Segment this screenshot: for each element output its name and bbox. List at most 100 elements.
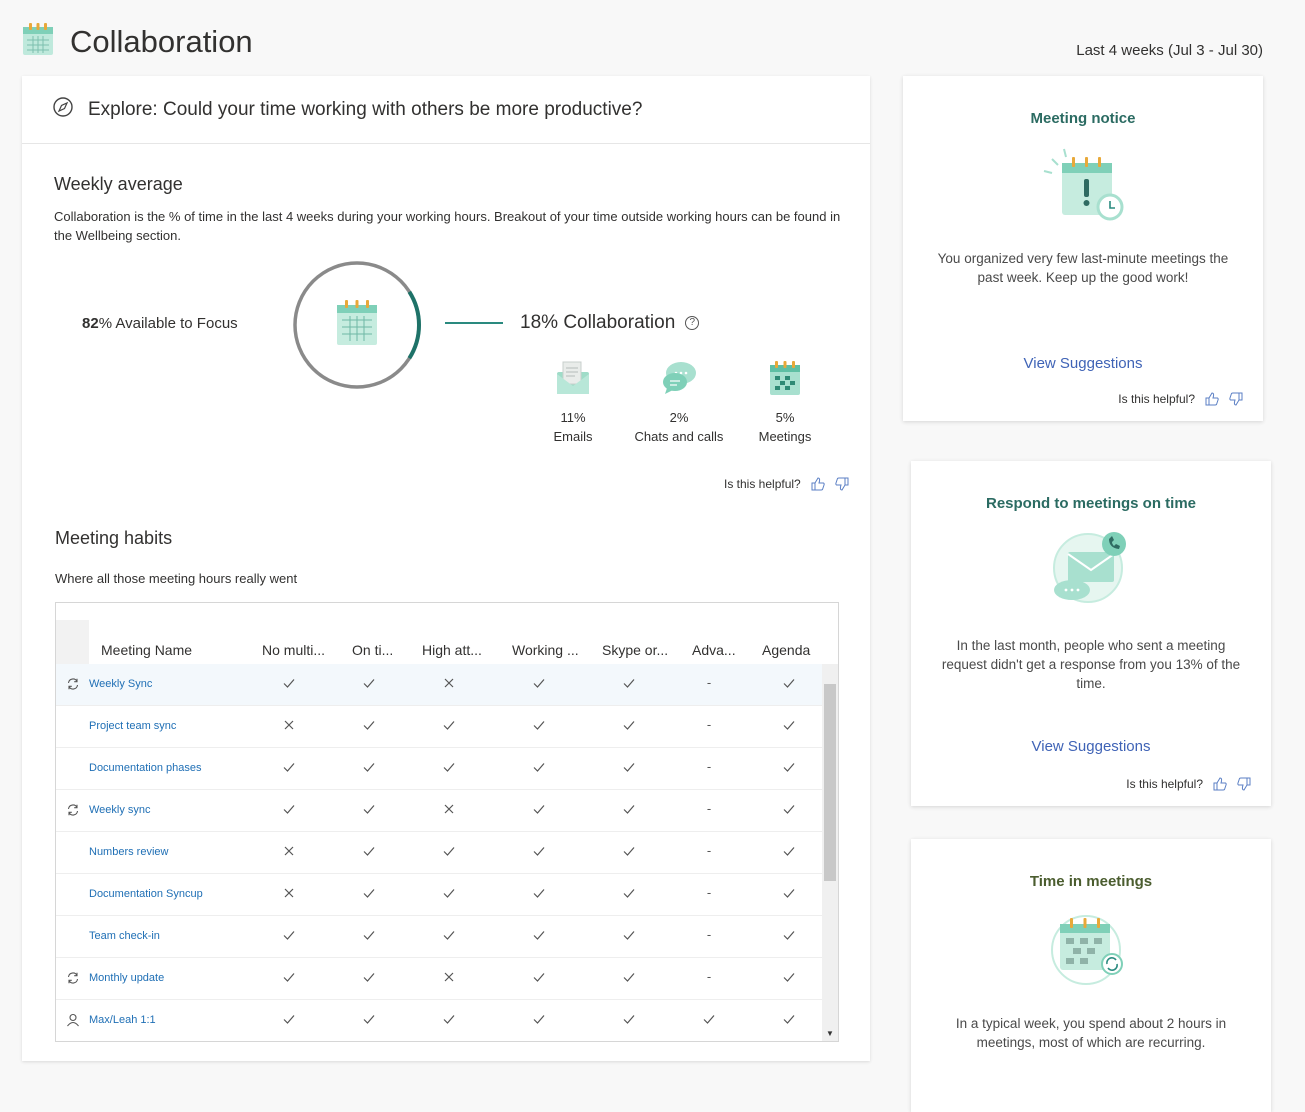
meeting-name-link[interactable]: Weekly sync — [89, 804, 151, 816]
table-row[interactable]: Max/Leah 1:1 — [56, 1000, 822, 1041]
chats-pct: 2% — [669, 410, 689, 425]
meeting-name-link[interactable]: Weekly Sync — [89, 678, 153, 690]
meeting-habits-table: Meeting Name No multi... On ti... High a… — [55, 602, 839, 1042]
check-icon — [621, 885, 637, 901]
compass-icon — [52, 96, 74, 123]
check-icon — [361, 843, 377, 859]
table-row[interactable]: Weekly Sync - — [56, 664, 822, 706]
dash-mark: - — [706, 801, 712, 816]
cross-icon — [281, 717, 297, 733]
table-row[interactable]: Documentation phases - — [56, 748, 822, 790]
breakdown-chats: 2% Chats and calls — [634, 358, 724, 446]
collaboration-main-card: Explore: Could your time working with ot… — [22, 76, 870, 1061]
scroll-down-arrow[interactable]: ▼ — [826, 1029, 834, 1038]
dash-mark: - — [706, 675, 712, 690]
thumbs-up-icon[interactable] — [1213, 777, 1227, 791]
col-meeting-name[interactable]: Meeting Name — [101, 642, 193, 658]
meeting-name-link[interactable]: Documentation Syncup — [89, 888, 203, 900]
check-icon — [361, 927, 377, 943]
col-skype-or-teams[interactable]: Skype or... — [602, 642, 669, 658]
col-on-time[interactable]: On ti... — [352, 642, 394, 658]
thumbs-down-icon[interactable] — [1229, 392, 1243, 406]
check-icon — [361, 675, 377, 691]
table-row[interactable]: Team check-in - — [56, 916, 822, 958]
thumbs-down-icon[interactable] — [1237, 777, 1251, 791]
check-icon — [361, 969, 377, 985]
thumbs-up-icon[interactable] — [811, 477, 825, 491]
meeting-notice-helpful-feedback: Is this helpful? — [1118, 392, 1243, 406]
table-row[interactable]: Project team sync - — [56, 706, 822, 748]
recurring-icon — [66, 971, 80, 985]
meetings-label: Meetings — [758, 429, 812, 444]
table-row[interactable]: Weekly sync - — [56, 790, 822, 832]
col-high-attendance[interactable]: High att... — [422, 642, 482, 658]
meeting-name-link[interactable]: Project team sync — [89, 720, 177, 732]
collab-pct: 18 — [520, 312, 542, 333]
meeting-name-link[interactable]: Numbers review — [89, 846, 169, 858]
weekly-average-section: Weekly average Collaboration is the % of… — [54, 174, 844, 245]
helpful-label: Is this helpful? — [1126, 777, 1203, 791]
check-icon — [361, 801, 377, 817]
cross-icon — [441, 675, 457, 691]
meeting-name-link[interactable]: Max/Leah 1:1 — [89, 1014, 156, 1026]
check-icon — [441, 885, 457, 901]
check-icon — [621, 759, 637, 775]
person-icon — [66, 1013, 80, 1027]
ring-collaboration-arc — [407, 290, 421, 360]
check-icon — [531, 801, 547, 817]
table-row[interactable]: Numbers review - — [56, 832, 822, 874]
meeting-name-link[interactable]: Monthly update — [89, 972, 165, 984]
page-header: Collaboration — [22, 22, 253, 61]
check-icon — [531, 717, 547, 733]
respond-on-time-view-suggestions-link[interactable]: View Suggestions — [1031, 738, 1151, 755]
check-icon — [531, 759, 547, 775]
col-agenda[interactable]: Agenda — [762, 642, 811, 658]
dash-mark: - — [706, 759, 712, 774]
table-row[interactable]: Documentation Syncup - — [56, 874, 822, 916]
col-advance-notice[interactable]: Adva... — [692, 642, 736, 658]
scrollbar-thumb[interactable] — [824, 684, 836, 881]
col-working-hours[interactable]: Working ... — [512, 642, 579, 658]
collaboration-total: 18% Collaboration ? — [520, 312, 700, 334]
check-icon — [361, 885, 377, 901]
check-icon — [441, 717, 457, 733]
check-icon — [621, 717, 637, 733]
explore-banner[interactable]: Explore: Could your time working with ot… — [22, 76, 870, 144]
meeting-name-link[interactable]: Documentation phases — [89, 762, 202, 774]
meeting-notice-view-suggestions-link[interactable]: View Suggestions — [1023, 355, 1143, 372]
col-no-multitasking[interactable]: No multi... — [262, 642, 326, 658]
collaboration-ring-chart — [292, 260, 422, 390]
respond-on-time-helpful-feedback: Is this helpful? — [1126, 777, 1251, 791]
time-in-meetings-card: Time in meetings In a typical week, you … — [911, 839, 1271, 1112]
help-icon[interactable]: ? — [685, 316, 700, 330]
thumbs-up-icon[interactable] — [1205, 392, 1219, 406]
weekly-helpful-feedback: Is this helpful? — [724, 477, 849, 491]
meeting-name-link[interactable]: Team check-in — [89, 930, 160, 942]
check-icon — [281, 675, 297, 691]
table-scrollbar[interactable]: ▼ — [822, 664, 838, 1041]
check-icon — [781, 1011, 797, 1027]
cross-icon — [281, 885, 297, 901]
check-icon — [531, 843, 547, 859]
cross-icon — [441, 801, 457, 817]
table-row[interactable]: Monthly update - — [56, 958, 822, 1000]
dash-mark: - — [706, 843, 712, 858]
check-icon — [621, 801, 637, 817]
recurring-calendar-icon — [911, 908, 1271, 988]
check-icon — [441, 843, 457, 859]
thumbs-down-icon[interactable] — [835, 477, 849, 491]
meeting-habits-section: Meeting habits Where all those meeting h… — [55, 528, 297, 586]
weekly-average-description: Collaboration is the % of time in the la… — [54, 209, 841, 243]
check-icon — [781, 801, 797, 817]
check-icon — [281, 969, 297, 985]
check-icon — [281, 801, 297, 817]
time-in-meetings-body: In a typical week, you spend about 2 hou… — [955, 1016, 1227, 1050]
chats-label: Chats and calls — [634, 429, 724, 444]
breakdown-emails: 11% Emails — [528, 358, 618, 446]
meeting-habits-title: Meeting habits — [55, 528, 173, 548]
check-icon — [531, 969, 547, 985]
emails-label: Emails — [553, 429, 593, 444]
helpful-label: Is this helpful? — [724, 477, 801, 491]
meeting-notice-title: Meeting notice — [1030, 110, 1136, 127]
chat-icon — [634, 358, 724, 398]
